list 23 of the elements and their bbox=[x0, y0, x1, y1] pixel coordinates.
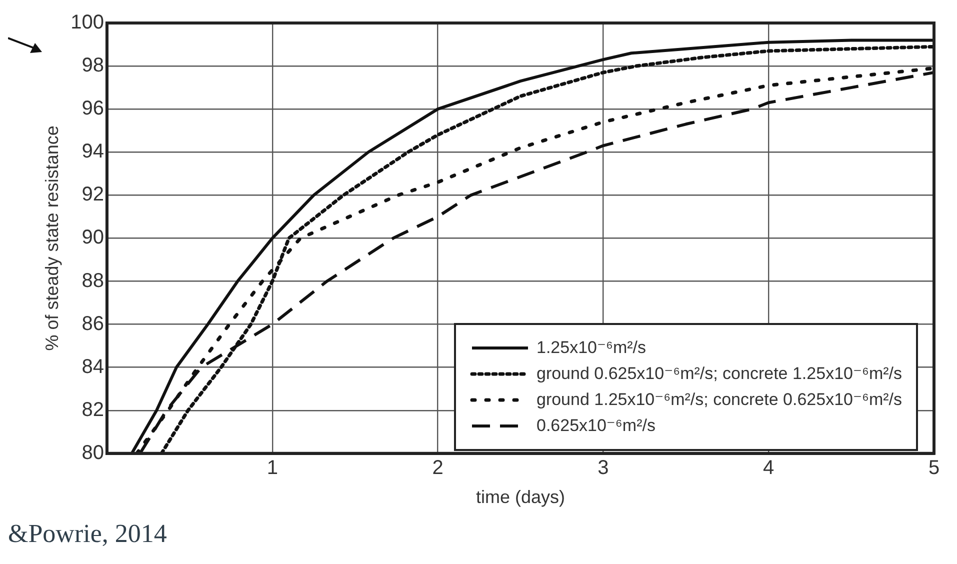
y-tick-label: 84 bbox=[82, 356, 104, 378]
legend-label: ground 0.625x10⁻⁶m²/s; concrete 1.25x10⁻⁶m²/s bbox=[536, 363, 902, 385]
text: &Powrie, 2014 bbox=[8, 519, 167, 549]
y-tick-label: 88 bbox=[82, 270, 104, 292]
y-tick-label: 96 bbox=[82, 98, 104, 120]
x-tick-label: 4 bbox=[763, 456, 774, 479]
x-tick-label: 1 bbox=[266, 456, 278, 479]
x-tick-label: 5 bbox=[928, 456, 940, 479]
x-tick-label: 3 bbox=[598, 456, 609, 479]
y-tick-label: 80 bbox=[82, 442, 104, 464]
legend-label: 0.625x10⁻⁶m²/s bbox=[536, 415, 656, 437]
y-tick-label: 98 bbox=[82, 54, 104, 77]
y-axis-title: % of steady state resistance bbox=[42, 126, 62, 351]
x-tick-label: 2 bbox=[432, 456, 444, 479]
y-tick-label: 92 bbox=[82, 184, 104, 206]
y-tick-label: 90 bbox=[82, 226, 104, 249]
x-axis-title: time (days) bbox=[476, 487, 565, 508]
y-tick-label: 100 bbox=[70, 12, 104, 34]
y-tick-label: 82 bbox=[82, 398, 104, 421]
y-tick-label: 86 bbox=[82, 312, 104, 335]
legend-label: ground 1.25x10⁻⁶m²/s; concrete 0.625x10⁻⁶m²/s bbox=[536, 389, 902, 411]
legend-label: 1.25x10⁻⁶m²/s bbox=[536, 337, 646, 359]
y-tick-label: 94 bbox=[82, 140, 104, 163]
